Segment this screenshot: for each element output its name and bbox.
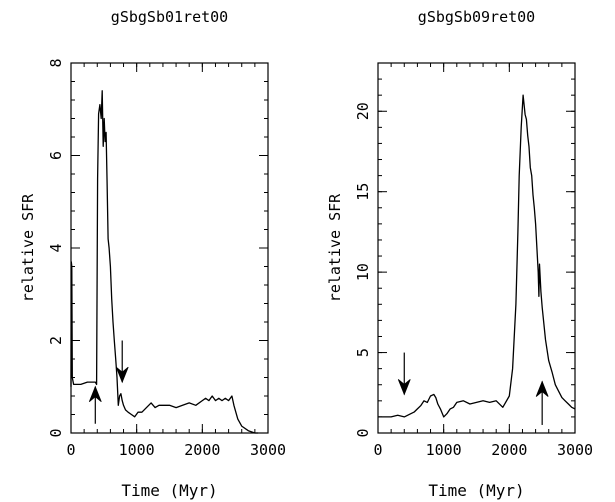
- chart1-y-tick-label: 4: [47, 243, 65, 252]
- chart2-y-tick-label: 10: [354, 263, 372, 281]
- chart1-y-tick-label: 6: [47, 151, 65, 160]
- chart1-arrow-up-head: [88, 385, 102, 403]
- chart2-arrow-down-head: [397, 379, 411, 396]
- chart1-x-axis-label: Time (Myr): [121, 481, 217, 500]
- chart1-x-tick-label: 3000: [250, 441, 286, 459]
- chart1-arrow-down-head: [115, 366, 129, 384]
- chart1-y-tick-label: 2: [47, 336, 65, 345]
- chart2-plot-frame: [377, 62, 576, 434]
- chart2-x-axis-label: Time (Myr): [428, 481, 524, 500]
- chart1-y-tick-label: 8: [47, 58, 65, 67]
- chart1-y-tick-label: 0: [47, 428, 65, 437]
- chart2-x-tick-label: 1000: [426, 441, 462, 459]
- chart2-y-axis-label: relative SFR: [326, 193, 344, 302]
- chart1-y-axis-label: relative SFR: [19, 193, 37, 302]
- chart1-x-tick-label: 0: [66, 441, 75, 459]
- chart2-y-tick-label: 5: [354, 348, 372, 357]
- chart1-sfr-line: [70, 90, 259, 434]
- chart2-y-tick-label: 15: [354, 183, 372, 201]
- chart2-x-tick-label: 0: [373, 441, 382, 459]
- chart2-x-tick-label: 2000: [491, 441, 527, 459]
- chart2-title: gSbgSb09ret00: [418, 8, 535, 26]
- chart2-y-tick-label: 0: [354, 428, 372, 437]
- chart1-x-tick-label: 1000: [119, 441, 155, 459]
- chart2-sfr-line: [378, 94, 576, 418]
- chart1-title: gSbgSb01ret00: [111, 8, 228, 26]
- chart1-x-tick-label: 2000: [184, 441, 220, 459]
- chart2-arrow-up-head: [535, 380, 549, 397]
- chart2-y-tick-label: 20: [354, 102, 372, 120]
- chart2-x-tick-label: 3000: [557, 441, 593, 459]
